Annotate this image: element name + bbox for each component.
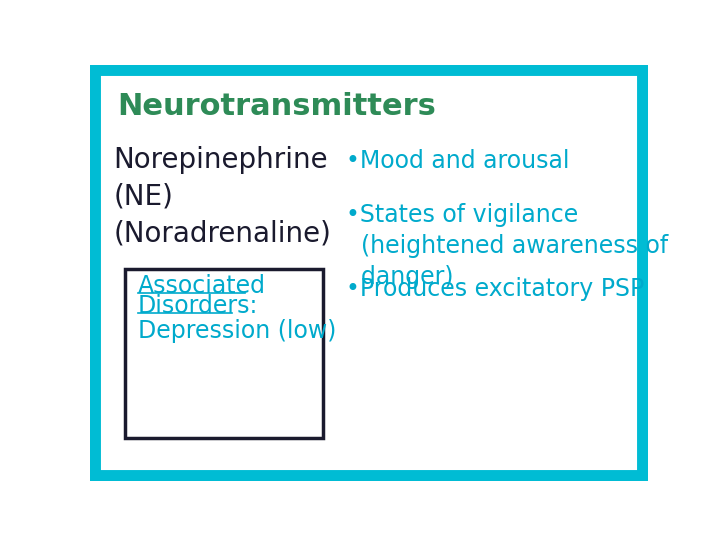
Text: Associated: Associated bbox=[138, 274, 266, 298]
Text: Disorders:: Disorders: bbox=[138, 294, 258, 318]
Text: •Produces excitatory PSP: •Produces excitatory PSP bbox=[346, 276, 644, 301]
Text: Depression (low): Depression (low) bbox=[138, 319, 336, 343]
Text: •States of vigilance
  (heightened awareness of
  danger): •States of vigilance (heightened awarene… bbox=[346, 204, 668, 289]
Text: Neurotransmitters: Neurotransmitters bbox=[117, 92, 436, 121]
Bar bbox=[125, 269, 323, 438]
Text: •Mood and arousal: •Mood and arousal bbox=[346, 150, 570, 173]
Text: Norepinephrine
(NE)
(Noradrenaline): Norepinephrine (NE) (Noradrenaline) bbox=[113, 146, 331, 247]
